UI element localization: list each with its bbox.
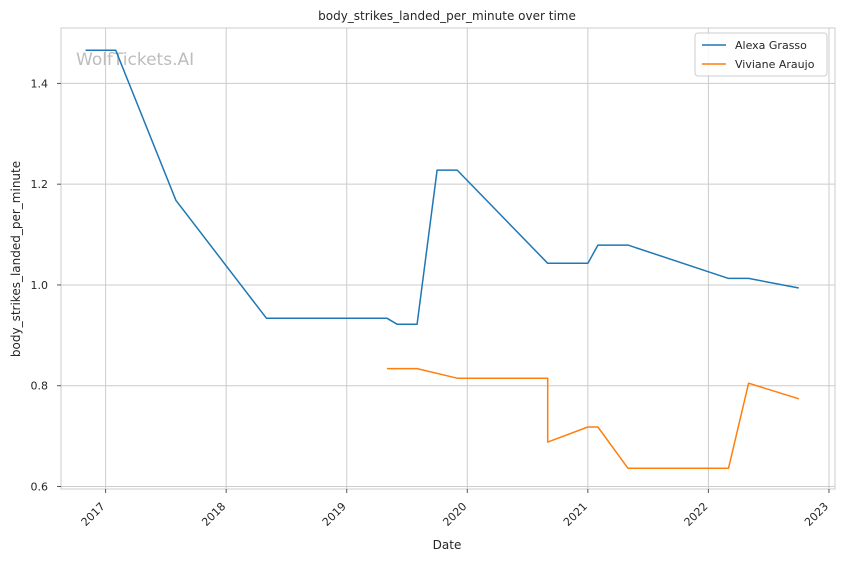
x-axis-title: Date — [433, 538, 462, 552]
legend-label: Alexa Grasso — [735, 39, 807, 52]
y-axis-title: body_strikes_landed_per_minute — [9, 161, 23, 357]
x-tick-label: 2018 — [199, 500, 228, 529]
legend-label: Viviane Araujo — [735, 58, 815, 71]
legend-items: Alexa Grasso Viviane Araujo — [702, 39, 815, 71]
legend: Alexa Grasso Viviane Araujo — [694, 32, 828, 77]
plot-area — [60, 27, 836, 490]
y-tick-label: 0.8 — [31, 380, 49, 393]
y-tick-label: 0.6 — [31, 480, 49, 493]
x-tick-label: 2017 — [79, 500, 108, 529]
chart-title: body_strikes_landed_per_minute over time — [318, 9, 576, 23]
x-tick-label: 2020 — [440, 500, 469, 529]
x-tick-label: 2022 — [682, 500, 711, 529]
series-lines — [85, 49, 800, 470]
y-tick-label: 1.4 — [31, 77, 49, 90]
legend-box — [694, 32, 828, 77]
x-tick-label: 2019 — [320, 500, 349, 529]
series-line-alexa-grasso — [85, 49, 799, 325]
watermark-text: WolfTickets.AI — [76, 50, 194, 70]
y-tick-label: 1.0 — [31, 279, 49, 292]
series-line-viviane-araujo — [386, 367, 800, 470]
y-tick-label: 1.2 — [31, 178, 49, 191]
x-tick-label: 2023 — [802, 500, 831, 529]
x-tick-label: 2021 — [561, 500, 590, 529]
grid-lines — [57, 28, 835, 493]
